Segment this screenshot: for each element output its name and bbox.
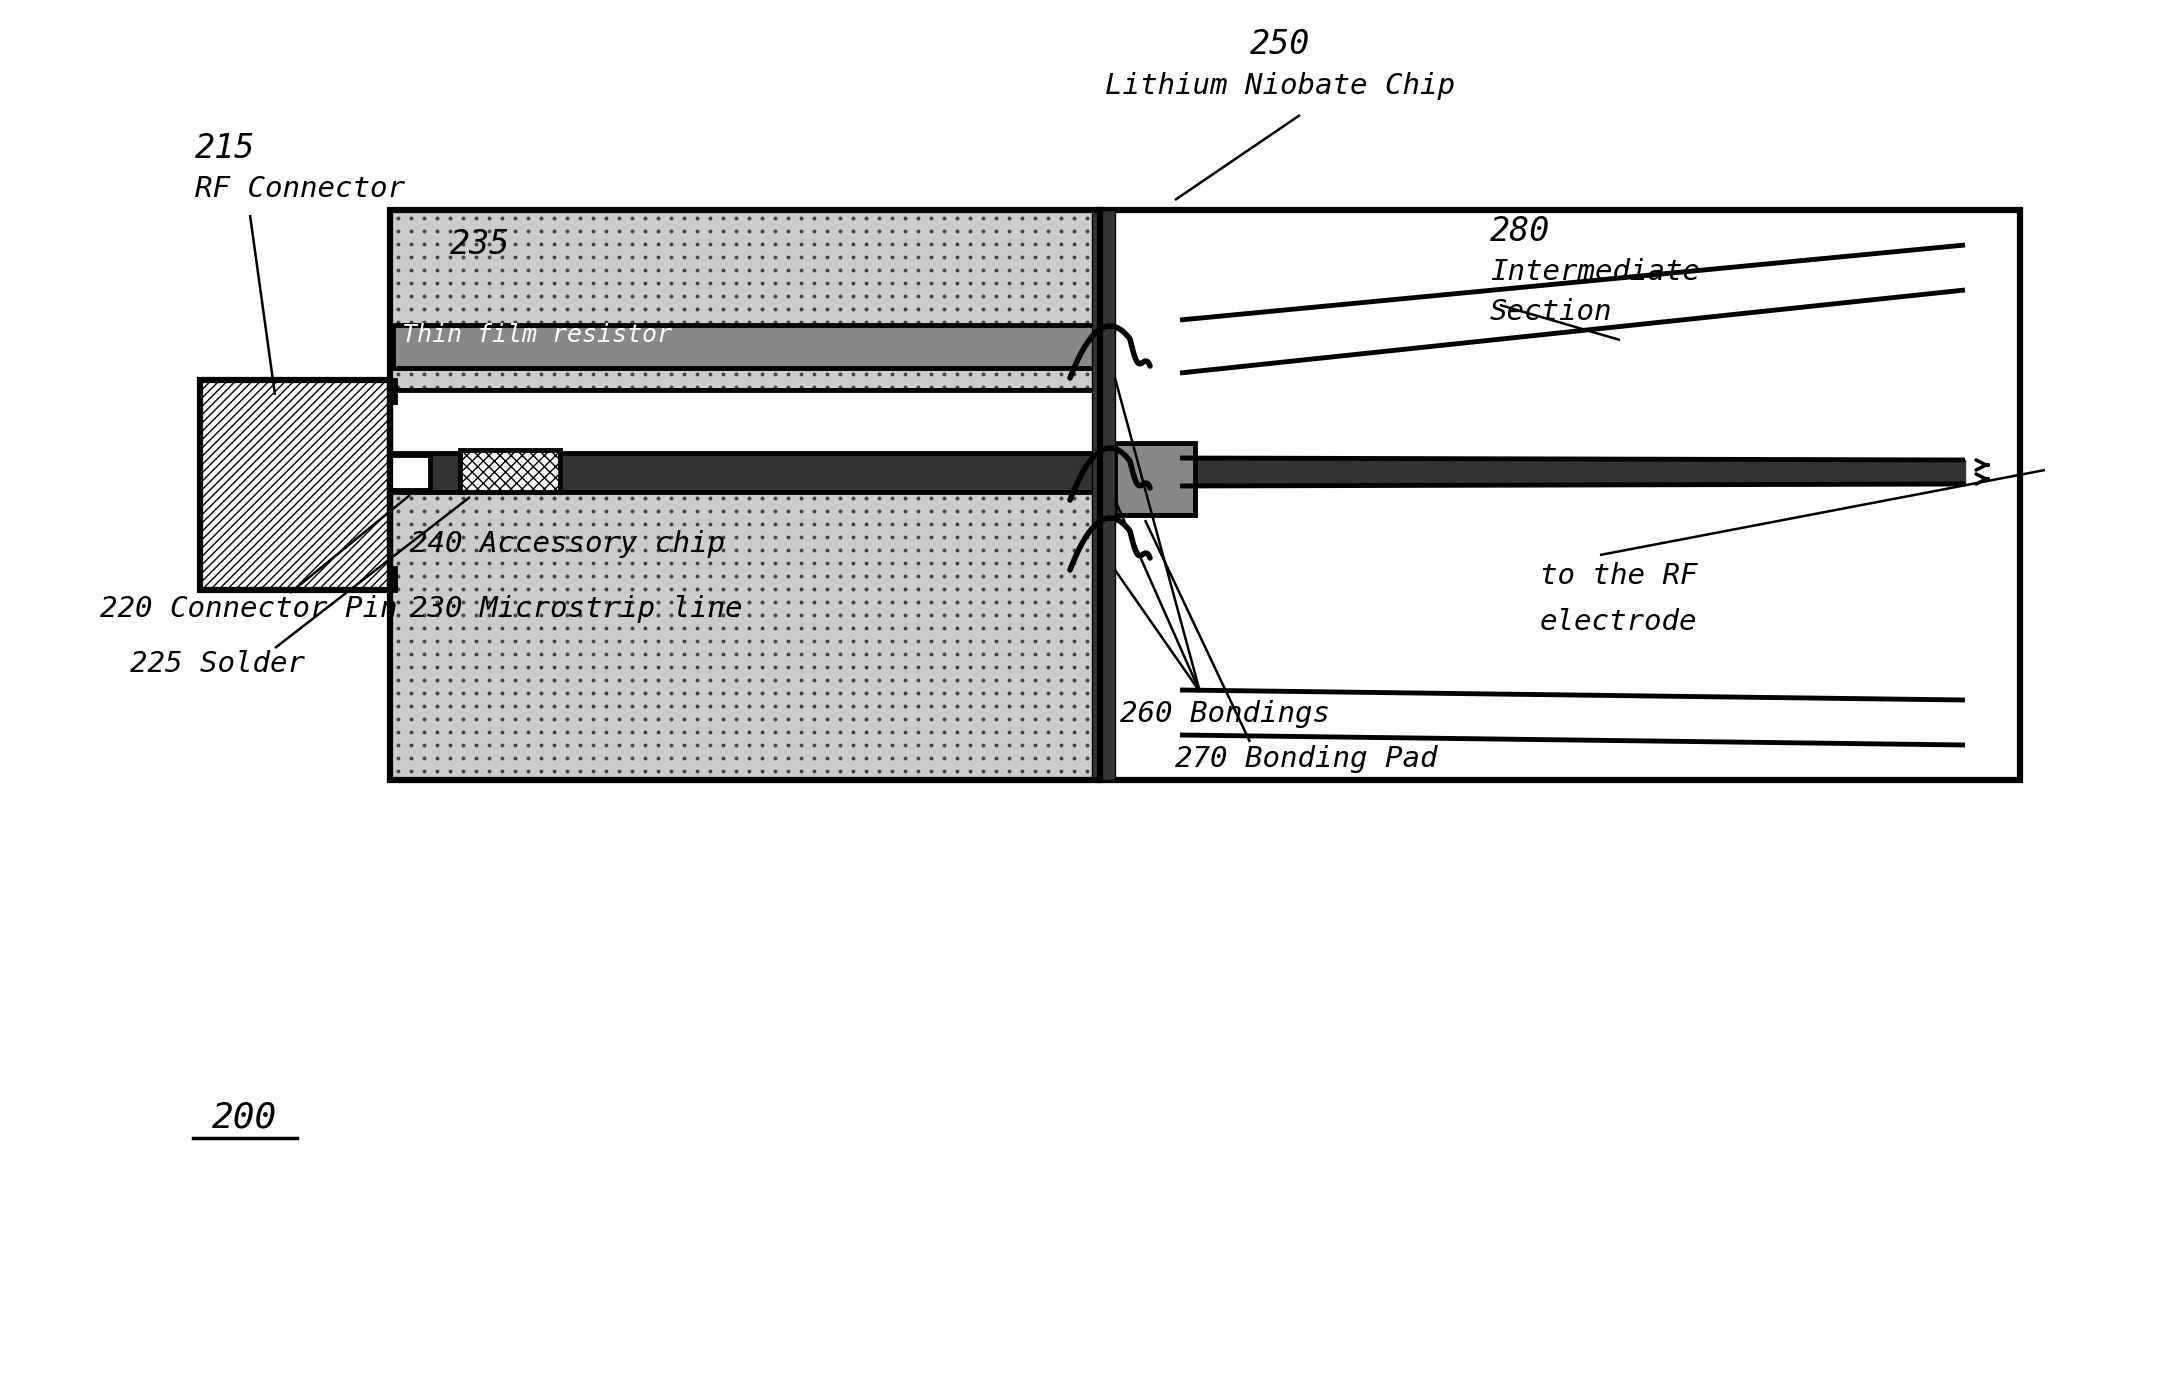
Polygon shape xyxy=(460,450,560,492)
Polygon shape xyxy=(391,490,1100,780)
Polygon shape xyxy=(200,380,391,590)
Polygon shape xyxy=(1115,443,1196,515)
Text: RF Connector: RF Connector xyxy=(195,174,406,203)
Text: 250: 250 xyxy=(1250,27,1311,60)
Text: 260 Bondings: 260 Bondings xyxy=(1120,700,1330,728)
Text: electrode: electrode xyxy=(1541,608,1697,636)
Text: 280: 280 xyxy=(1491,216,1549,249)
Text: to the RF: to the RF xyxy=(1541,562,1697,590)
Polygon shape xyxy=(391,568,395,590)
Text: Thin film resistor: Thin film resistor xyxy=(401,323,673,347)
Text: 215: 215 xyxy=(195,132,256,165)
Text: 235: 235 xyxy=(449,228,510,261)
Polygon shape xyxy=(1092,210,1115,780)
Polygon shape xyxy=(391,390,1100,490)
Polygon shape xyxy=(391,454,430,490)
Text: Lithium Niobate Chip: Lithium Niobate Chip xyxy=(1105,71,1456,100)
Text: Section: Section xyxy=(1491,298,1612,325)
Text: 220 Connector Pin: 220 Connector Pin xyxy=(100,595,397,623)
Text: Intermediate: Intermediate xyxy=(1491,258,1699,286)
Polygon shape xyxy=(391,453,1100,492)
Polygon shape xyxy=(391,380,395,402)
Polygon shape xyxy=(391,210,1100,390)
Text: 230 Microstrip line: 230 Microstrip line xyxy=(410,595,742,623)
Text: 200: 200 xyxy=(213,1100,278,1134)
Polygon shape xyxy=(1100,210,2020,780)
Text: 270 Bonding Pad: 270 Bonding Pad xyxy=(1174,746,1437,773)
Polygon shape xyxy=(393,325,1098,368)
Text: 240 Accessory chip: 240 Accessory chip xyxy=(410,530,725,557)
Text: 225 Solder: 225 Solder xyxy=(130,649,306,678)
